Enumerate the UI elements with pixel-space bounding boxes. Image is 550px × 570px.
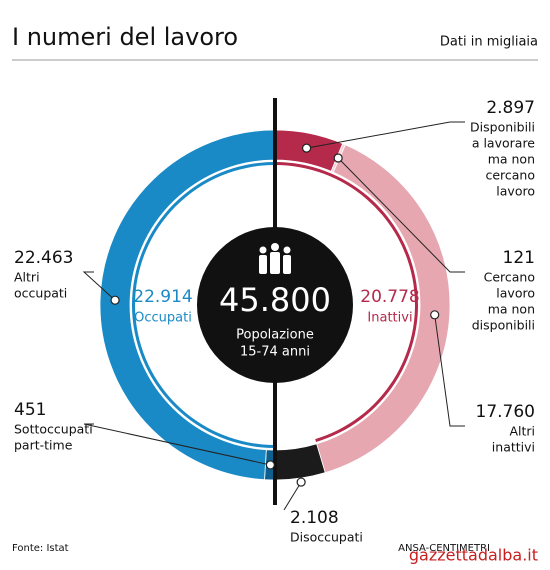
category-label: occupati bbox=[14, 286, 67, 301]
value-label: 121 bbox=[503, 248, 535, 268]
category-label: Altri bbox=[509, 424, 535, 439]
category-label: Altri bbox=[14, 270, 40, 285]
value-label: 2.108 bbox=[290, 508, 339, 528]
value-label: 451 bbox=[14, 400, 46, 420]
chart-title: I numeri del lavoro bbox=[12, 23, 238, 51]
value-label: 2.897 bbox=[486, 98, 535, 118]
leader-line bbox=[83, 423, 271, 466]
leader-line bbox=[283, 481, 302, 511]
group-name: Inattivi bbox=[367, 311, 412, 326]
callout-dot bbox=[430, 310, 440, 320]
value-label: 22.463 bbox=[14, 248, 73, 268]
value-label: 17.760 bbox=[476, 402, 535, 422]
source: Fonte: Istat bbox=[12, 543, 69, 554]
credit: ANSA-CENTIMETRI bbox=[398, 543, 490, 554]
callout-dot bbox=[265, 460, 275, 470]
group-value: 20.778 bbox=[360, 287, 419, 307]
group-name: Occupati bbox=[134, 311, 192, 326]
leader-line bbox=[82, 271, 116, 301]
center-disc bbox=[197, 227, 353, 383]
callout-dot bbox=[333, 153, 343, 163]
category-label: a lavorare bbox=[472, 136, 535, 151]
group-value: 22.914 bbox=[133, 287, 192, 307]
center-label: 15-74 anni bbox=[240, 345, 310, 360]
center-label: Popolazione bbox=[236, 328, 314, 343]
category-label: Disponibili bbox=[470, 120, 535, 135]
category-label: inattivi bbox=[492, 440, 535, 455]
chart-subtitle: Dati in migliaia bbox=[440, 35, 538, 50]
total-value: 45.800 bbox=[219, 281, 331, 319]
category-label: Disoccupati bbox=[290, 530, 363, 545]
category-label: lavoro bbox=[496, 184, 535, 199]
callout-dot bbox=[110, 295, 120, 305]
people-icon bbox=[259, 243, 291, 274]
category-label: cercano bbox=[485, 168, 535, 183]
leader-line bbox=[306, 121, 465, 149]
callout-dot bbox=[296, 477, 306, 487]
leader-line bbox=[434, 314, 465, 427]
category-label: Cercano bbox=[484, 270, 535, 285]
category-label: ma non bbox=[488, 152, 535, 167]
watermark: gazzettadalba.it bbox=[409, 546, 538, 565]
leader-line bbox=[337, 157, 465, 273]
category-label: ma non bbox=[488, 302, 535, 317]
category-label: part-time bbox=[14, 438, 73, 453]
callout-dot bbox=[301, 143, 312, 153]
category-label: disponibili bbox=[472, 318, 535, 333]
category-label: Sottoccupati bbox=[14, 422, 93, 437]
category-label: lavoro bbox=[496, 286, 535, 301]
